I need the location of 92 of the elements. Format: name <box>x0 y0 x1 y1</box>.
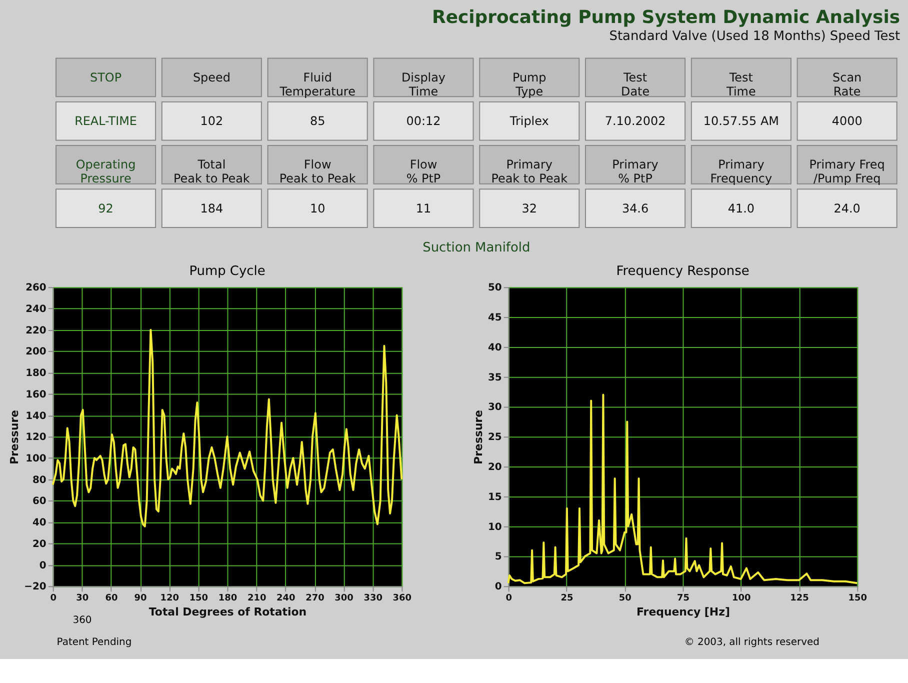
y-tick-label: 200 <box>26 346 46 358</box>
text: 10 <box>310 201 326 216</box>
y-tick-label: 120 <box>26 432 46 444</box>
y-tick-label: −20 <box>24 582 46 593</box>
x-axis-title: Total Degrees of Rotation <box>148 606 307 619</box>
x-axis-title: Frequency [Hz] <box>636 606 730 619</box>
y-tick-label: 15 <box>488 492 502 503</box>
text: Test Date <box>620 70 650 98</box>
text: Operating Pressure <box>76 158 136 186</box>
line-series <box>507 394 858 584</box>
x-tick-label: 120 <box>160 594 179 604</box>
y-tick-label: 180 <box>26 368 46 380</box>
text: Scan Rate <box>832 70 862 98</box>
y-tick-label: 40 <box>488 342 502 354</box>
text: Primary Frequency <box>710 158 772 186</box>
y-tick-label: 35 <box>488 372 502 384</box>
y-tick-label: 60 <box>32 496 46 508</box>
text: 184 <box>200 201 224 216</box>
y-tick-label: 0 <box>494 582 502 593</box>
y-tick-label: 50 <box>488 282 502 294</box>
text: 7.10.2002 <box>604 114 666 128</box>
chart-title: Pump Cycle <box>189 264 266 280</box>
y-tick-label: 160 <box>26 389 46 400</box>
x-tick-label: 150 <box>848 594 868 604</box>
text: Fluid Temperature <box>278 70 356 98</box>
x-tick-label: 25 <box>560 594 574 604</box>
x-tick-label: 75 <box>677 594 690 604</box>
x-tick-label: 210 <box>247 594 266 604</box>
text: Primary Freq /Pump Freq <box>809 158 885 186</box>
x-tick-label: 180 <box>218 594 238 604</box>
x-tick-label: 100 <box>732 594 751 604</box>
x-tick-label: 150 <box>189 594 208 604</box>
y-tick-label: 20 <box>488 462 502 474</box>
text: Flow % PtP <box>406 158 441 186</box>
text: 102 <box>200 114 224 128</box>
x-tick-label: 360 <box>392 594 412 604</box>
text: 00:12 <box>406 114 441 128</box>
y-tick-label: 5 <box>494 552 502 563</box>
line-series <box>52 328 403 528</box>
text: 10.57.55 AM <box>703 114 779 128</box>
y-tick-label: 80 <box>32 474 46 486</box>
x-tick-label: 30 <box>76 594 89 604</box>
text: 24.0 <box>834 201 860 216</box>
chart-title: Frequency Response <box>616 264 750 280</box>
y-tick-label: 30 <box>488 402 502 414</box>
text: REAL-TIME <box>74 114 137 128</box>
x-tick-label: 330 <box>364 594 382 604</box>
x-tick-label: 90 <box>134 594 147 604</box>
x-tick-label: 60 <box>105 594 118 604</box>
x-tick-label: 50 <box>618 594 632 604</box>
text: Primary Peak to Peak <box>491 158 568 186</box>
text: 85 <box>310 114 326 128</box>
text: 32 <box>522 201 537 216</box>
y-tick-label: 40 <box>32 518 46 529</box>
y-tick-label: 25 <box>488 432 502 444</box>
text: Triplex <box>508 114 549 128</box>
x-tick-label: 0 <box>50 594 56 604</box>
x-tick-label: 0 <box>506 594 512 604</box>
y-tick-label: 220 <box>26 325 46 336</box>
y-axis-title: Pressure <box>472 410 485 464</box>
text: Speed <box>192 70 230 84</box>
text: Pump Type <box>512 70 546 98</box>
text: 360 <box>72 615 92 626</box>
text: Patent Pending <box>56 636 132 648</box>
text: Total Peak to Peak <box>173 158 250 186</box>
x-tick-label: 300 <box>334 594 354 604</box>
text: 92 <box>98 201 114 216</box>
text: STOP <box>90 70 122 84</box>
text: 34.6 <box>622 201 649 216</box>
y-tick-label: 45 <box>488 312 502 324</box>
text: Test Time <box>726 70 756 98</box>
y-axis-title: Pressure <box>8 410 22 464</box>
text: 4000 <box>832 114 862 128</box>
text: 11 <box>416 201 432 216</box>
y-tick-label: 140 <box>26 410 46 422</box>
x-tick-label: 270 <box>306 594 324 604</box>
text: Primary % PtP <box>612 158 658 186</box>
y-tick-label: 10 <box>488 522 502 533</box>
x-tick-label: 125 <box>790 594 809 604</box>
text: Flow Peak to Peak <box>279 158 356 186</box>
y-tick-label: 260 <box>26 282 46 294</box>
y-tick-label: 100 <box>26 453 46 464</box>
y-tick-label: 20 <box>32 538 46 550</box>
x-tick-label: 240 <box>276 594 296 604</box>
text: 41.0 <box>728 201 754 216</box>
text: © 2003, all rights reserved <box>684 636 820 648</box>
y-tick-label: 0 <box>39 560 46 572</box>
text: Suction Manifold <box>422 240 530 256</box>
text: Standard Valve (Used 18 Months) Speed Test <box>609 28 900 44</box>
y-tick-label: 240 <box>26 304 46 315</box>
text: Display Time <box>401 70 446 98</box>
text: Reciprocating Pump System Dynamic Analysis <box>432 7 900 28</box>
